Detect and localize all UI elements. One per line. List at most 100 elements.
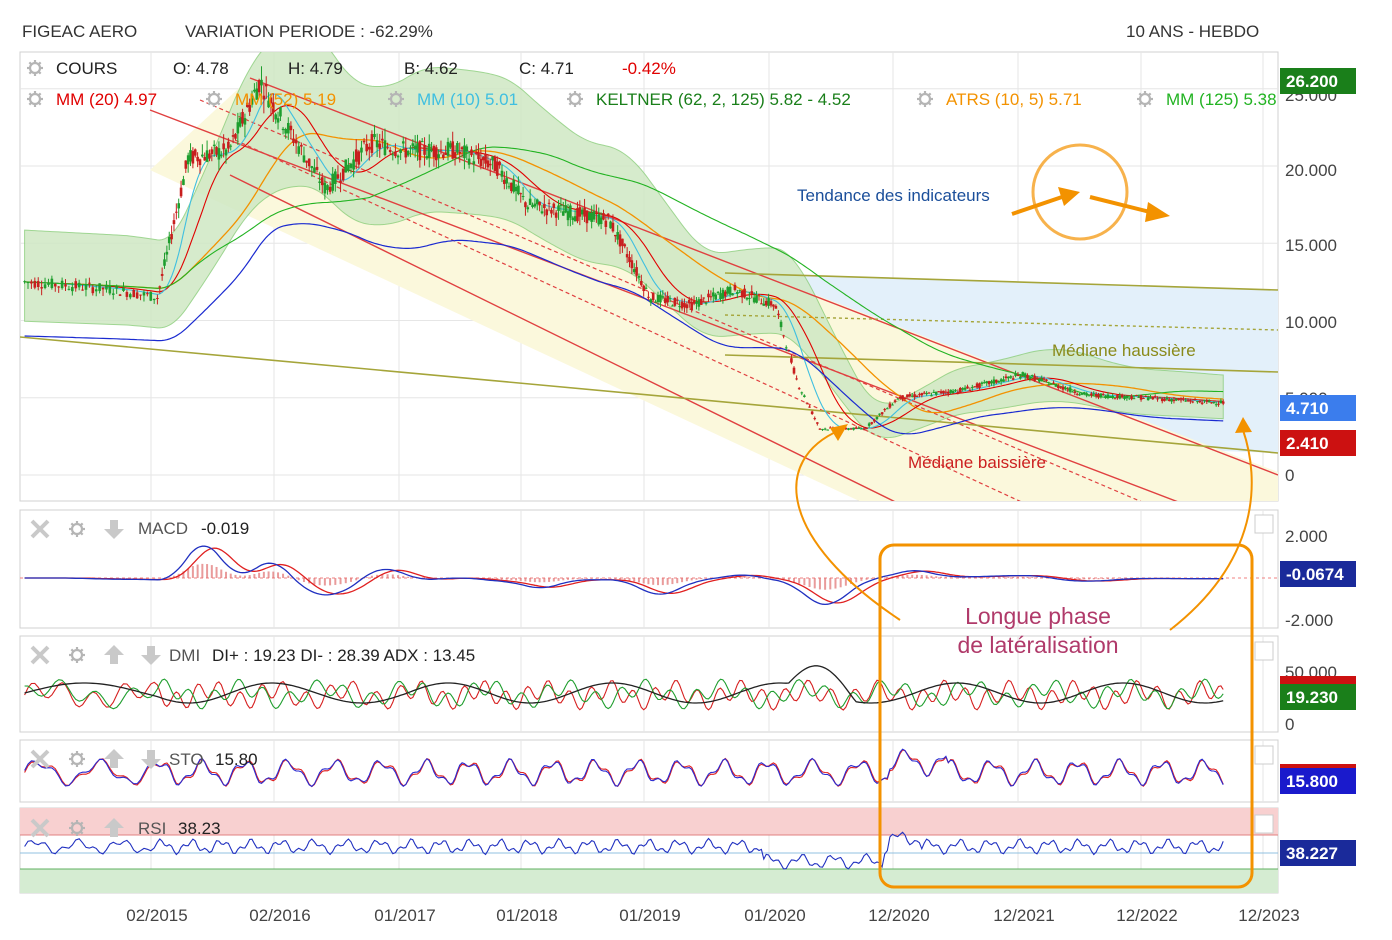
candle — [1049, 383, 1053, 385]
candle-body — [886, 408, 889, 410]
candle-body — [942, 390, 945, 394]
candle-body — [1177, 398, 1180, 400]
candle-body — [437, 154, 440, 158]
candle-body — [779, 321, 783, 328]
candle — [1066, 387, 1070, 393]
candle-body — [210, 149, 214, 154]
candle-body — [274, 114, 277, 120]
candle-body — [569, 205, 572, 218]
candle — [208, 149, 211, 162]
period-text[interactable]: 10 ANS - HEBDO — [1126, 22, 1259, 41]
gear-icon[interactable] — [567, 91, 583, 107]
trend-arrow-up — [1011, 195, 1063, 216]
move-up-icon[interactable] — [104, 749, 124, 768]
candle-body — [790, 358, 793, 363]
candle — [1156, 396, 1159, 402]
price-y-tick: 20.000 — [1285, 161, 1337, 180]
candle — [152, 298, 156, 304]
di-minus-line — [24, 679, 1224, 711]
macd-histogram-bar — [215, 566, 218, 578]
gear-icon[interactable] — [27, 91, 43, 107]
candle-body — [152, 298, 156, 301]
gear-icon[interactable] — [27, 60, 43, 76]
macd-histogram-bar — [1007, 576, 1010, 578]
candle — [193, 148, 197, 158]
candle-body — [354, 149, 358, 162]
macd-histogram-bar — [253, 574, 256, 578]
candle — [792, 366, 796, 375]
gear-icon-tooth — [79, 830, 84, 835]
candle-body — [177, 203, 180, 209]
panel-checkbox[interactable] — [1254, 514, 1274, 534]
candle — [260, 66, 263, 98]
candle-body — [1087, 394, 1091, 396]
candle — [875, 416, 879, 421]
candle-body — [597, 214, 601, 225]
candle-body — [409, 147, 412, 149]
macd-histogram-bar — [210, 565, 213, 578]
close-icon[interactable] — [30, 519, 50, 539]
gear-icon[interactable] — [69, 521, 85, 537]
candle-body — [142, 292, 146, 296]
panel-checkbox[interactable] — [1254, 814, 1274, 834]
close-icon[interactable] — [30, 749, 50, 769]
candle — [94, 284, 98, 297]
gear-icon[interactable] — [388, 91, 404, 107]
candle-body — [498, 161, 501, 166]
candle-body — [521, 195, 525, 197]
gear-icon-tooth — [216, 101, 221, 106]
candle — [111, 288, 115, 300]
gear-icon[interactable] — [69, 751, 85, 767]
candle — [224, 147, 228, 164]
gear-icon-tooth — [79, 752, 84, 757]
macd-histogram-bar — [1121, 578, 1124, 579]
candle — [47, 278, 50, 287]
candle-body — [1214, 404, 1218, 406]
close-icon[interactable] — [30, 645, 50, 665]
panel-checkbox[interactable] — [1254, 641, 1274, 661]
move-down-icon[interactable] — [141, 646, 161, 665]
candle-body — [910, 395, 914, 397]
gear-icon[interactable] — [917, 91, 933, 107]
gear-icon[interactable] — [206, 91, 222, 107]
candle — [186, 152, 190, 173]
candle — [654, 299, 657, 303]
candle — [229, 144, 233, 151]
move-down-icon[interactable] — [141, 750, 161, 769]
macd-histogram-bar — [1031, 577, 1034, 578]
candle-body — [219, 154, 223, 157]
candle-body — [1066, 389, 1070, 391]
close-icon[interactable] — [30, 818, 50, 838]
move-up-icon[interactable] — [104, 645, 124, 664]
macd-panel — [20, 545, 1278, 606]
candle-body — [163, 259, 166, 266]
gear-icon[interactable] — [69, 820, 85, 836]
candle — [1021, 371, 1025, 377]
candle — [578, 200, 582, 226]
candle-body — [847, 428, 850, 430]
move-up-icon[interactable] — [104, 818, 124, 837]
candle-body — [987, 381, 991, 385]
gear-icon[interactable] — [69, 647, 85, 663]
candle-body — [740, 290, 744, 298]
candle — [930, 392, 933, 397]
candle-body — [997, 381, 1001, 383]
candle-body — [623, 244, 627, 247]
gear-icon[interactable] — [1137, 91, 1153, 107]
candle-body — [383, 140, 387, 156]
trend-text: Tendance des indicateurs — [797, 186, 990, 205]
panel-checkbox[interactable] — [1254, 745, 1274, 765]
macd-histogram-bar — [334, 578, 337, 585]
macd-histogram-bar — [567, 578, 569, 580]
candle — [1068, 384, 1072, 394]
candle-body — [716, 291, 720, 294]
candle — [968, 387, 972, 391]
candle — [281, 126, 285, 135]
legend-keltner: KELTNER (62, 2, 125) 5.82 - 4.52 — [596, 90, 851, 109]
candle-body — [1078, 394, 1081, 396]
candle-body — [33, 280, 37, 288]
move-down-icon[interactable] — [104, 520, 124, 539]
candle-body — [891, 404, 894, 406]
candle — [803, 394, 806, 398]
candle-body — [755, 295, 758, 303]
